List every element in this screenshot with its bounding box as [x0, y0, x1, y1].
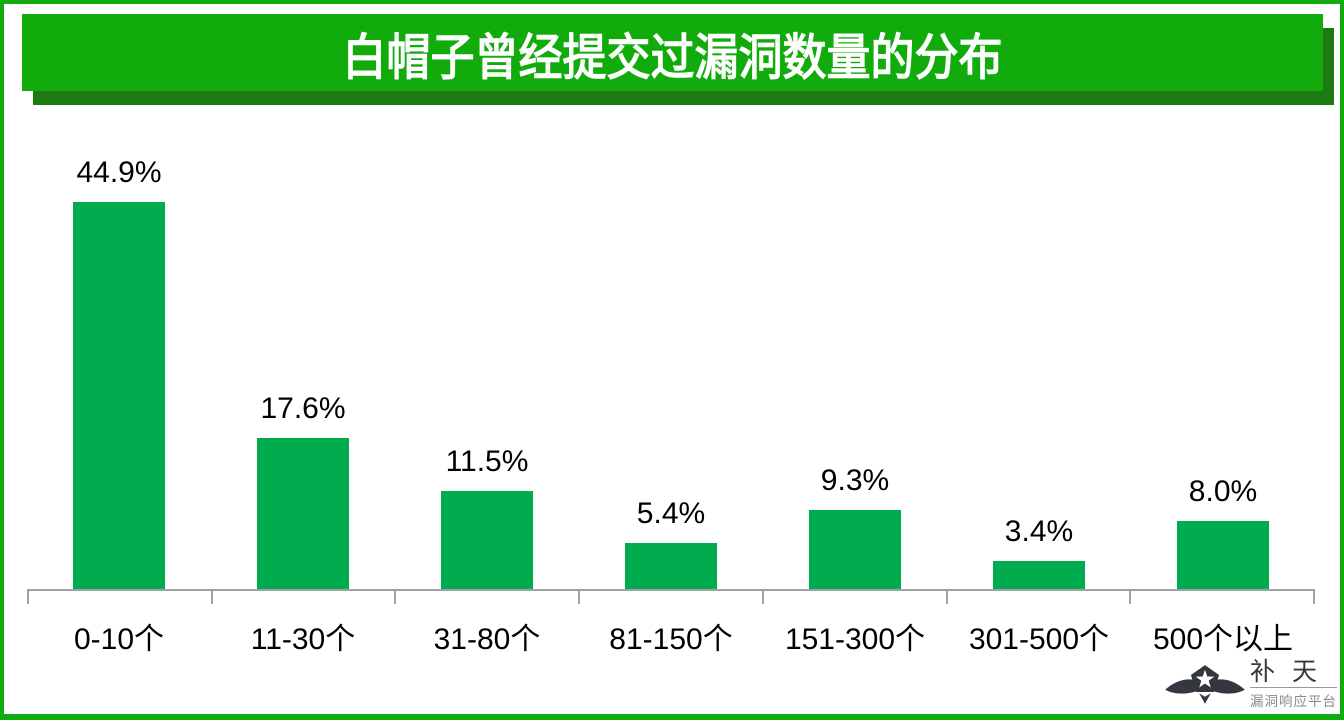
- chart-column: 44.9%: [27, 100, 211, 590]
- axis-tick: [1129, 591, 1316, 604]
- logo-text: 补 天 漏洞响应平台: [1250, 659, 1337, 710]
- chart-column: 11.5%: [395, 100, 579, 590]
- bar: [1177, 521, 1269, 590]
- bar: [993, 561, 1085, 590]
- chart-column: 17.6%: [211, 100, 395, 590]
- chart-title: 白帽子曾经提交过漏洞数量的分布: [342, 30, 1003, 85]
- x-axis: 0-10个 11-30个 31-80个 81-150个 151-300个 301-500个…: [27, 589, 1316, 658]
- bar: [809, 510, 901, 590]
- x-axis-labels: 0-10个 11-30个 31-80个 81-150个 151-300个 301-500个…: [27, 614, 1315, 658]
- logo-tail-feathers: [1199, 692, 1211, 704]
- category-label: 81-150个: [609, 623, 733, 656]
- x-axis-ticks: [27, 591, 1316, 604]
- bar: [441, 491, 533, 590]
- category-label: 31-80个: [433, 623, 541, 656]
- category-label: 0-10个: [73, 623, 165, 656]
- axis-tick: [945, 591, 1130, 604]
- category-label: 151-300个: [784, 623, 926, 656]
- chart-column: 8.0%: [1131, 100, 1315, 590]
- bar-value-label: 3.4%: [1004, 515, 1074, 548]
- logo-name: 补 天: [1250, 658, 1322, 686]
- chart-column: 5.4%: [579, 100, 763, 590]
- butian-logo: 补 天 漏洞响应平台: [1164, 659, 1337, 710]
- bar-value-label: 9.3%: [820, 464, 890, 497]
- logo-subtitle: 漏洞响应平台: [1250, 694, 1337, 709]
- chart-column: 3.4%: [947, 100, 1131, 590]
- category-label: 11-30个: [250, 623, 356, 656]
- axis-tick: [27, 591, 211, 604]
- logo-divider: [1250, 687, 1337, 688]
- chart-column: 9.3%: [763, 100, 947, 590]
- logo-right-wing-icon: [1209, 678, 1245, 694]
- bar-value-label: 17.6%: [260, 392, 346, 425]
- bar: [73, 202, 165, 590]
- category-label: 301-500个: [968, 623, 1110, 656]
- bar: [625, 543, 717, 590]
- bar-value-label: 5.4%: [636, 497, 706, 530]
- bar: [257, 438, 349, 590]
- chart-title-banner: 白帽子曾经提交过漏洞数量的分布: [22, 14, 1323, 91]
- axis-tick: [761, 591, 946, 604]
- butian-logo-emblem: [1165, 664, 1245, 704]
- axis-tick: [578, 591, 762, 604]
- logo-star-icon: [1195, 669, 1215, 688]
- bar-chart: 44.9% 17.6% 11.5% 5.4% 9.3% 3.4% 8.0%: [27, 100, 1315, 590]
- axis-tick: [210, 591, 395, 604]
- category-label: 500个以上: [1152, 623, 1294, 656]
- logo-left-wing-icon: [1165, 678, 1201, 694]
- axis-tick: [394, 591, 578, 604]
- bar-value-label: 8.0%: [1188, 475, 1258, 508]
- bar-value-label: 11.5%: [445, 445, 529, 478]
- bar-value-label: 44.9%: [76, 156, 162, 189]
